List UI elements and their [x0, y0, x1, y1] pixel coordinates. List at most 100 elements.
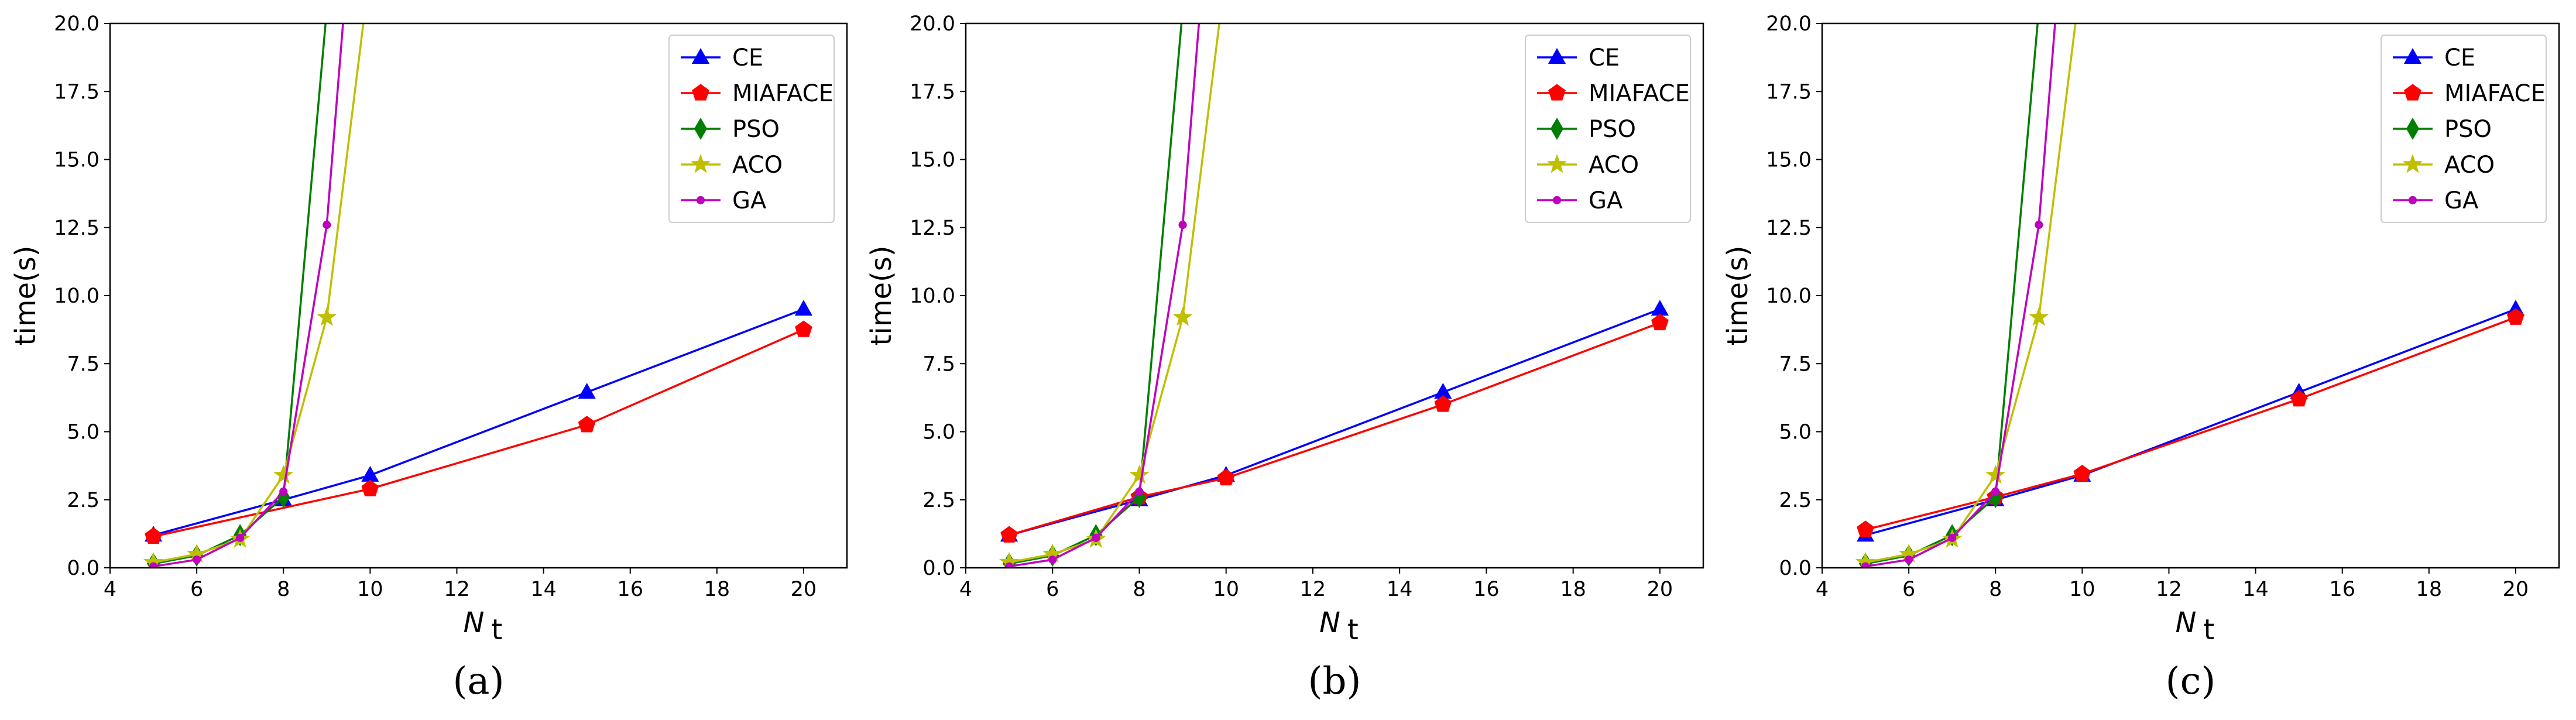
- legend-marker-pso: [694, 118, 708, 140]
- x-tick-label: 14: [1387, 578, 1413, 601]
- legend-box: [1525, 35, 1691, 223]
- y-tick-label: 15.0: [910, 149, 955, 172]
- legend-marker-aco: [690, 154, 711, 173]
- legend-label-aco: ACO: [2444, 152, 2495, 179]
- y-tick-label: 15.0: [1766, 149, 1812, 172]
- y-tick-label: 12.5: [54, 217, 100, 240]
- x-tick-label: 8: [277, 578, 290, 601]
- x-tick-label: 6: [1902, 578, 1915, 601]
- data-point-aco: [2029, 307, 2049, 326]
- chart-panel-3: 4 6 8 10 12 14 16 18 20 0.0 2.5 5.0 7.5 10.0 12.5 15.0 1…: [1721, 12, 2560, 703]
- legend-label-pso: PSO: [1589, 116, 1636, 143]
- x-tick-label: 20: [2503, 578, 2529, 601]
- data-point-ga: [1135, 487, 1144, 496]
- y-tick-label: 7.5: [1779, 352, 1812, 376]
- series-line-ga: [1009, 23, 1200, 568]
- legend-box: [668, 35, 835, 223]
- x-axis-label: N: [1319, 606, 1340, 639]
- data-point-miaface: [2073, 464, 2091, 482]
- legend: CE MIAFACE PSO ACO GA: [2381, 35, 2547, 223]
- x-tick-label: 8: [1989, 578, 2002, 601]
- legend-label-miaface: MIAFACE: [732, 80, 833, 107]
- x-axis-label: N: [2176, 606, 2197, 639]
- y-tick-label: 20.0: [910, 12, 955, 36]
- series-line-ce: [1865, 308, 2516, 536]
- series-line-ga: [1865, 23, 2056, 568]
- data-point-ga: [2035, 221, 2043, 229]
- x-tick-label: 12: [2156, 578, 2182, 601]
- series-layer: [143, 23, 813, 568]
- legend-marker-ga: [696, 196, 705, 205]
- data-point-miaface: [145, 527, 162, 544]
- y-tick-label: 5.0: [1779, 421, 1812, 444]
- data-point-ce: [578, 383, 596, 399]
- data-point-ga: [1092, 533, 1100, 542]
- x-tick-label: 18: [2416, 578, 2443, 601]
- data-point-miaface: [1651, 313, 1669, 331]
- y-tick-label: 7.5: [67, 352, 100, 376]
- x-tick-label: 4: [104, 578, 116, 601]
- y-tick-label: 0.0: [1779, 557, 1812, 580]
- legend-label-pso: PSO: [2444, 116, 2492, 143]
- x-tick-label: 12: [1300, 578, 1326, 601]
- x-tick-label: 20: [1647, 578, 1673, 601]
- legend-marker-pso: [1550, 118, 1564, 140]
- x-tick-label: 6: [1046, 578, 1059, 601]
- data-point-ga: [323, 221, 331, 229]
- series-line-miaface: [1009, 321, 1661, 536]
- legend-label-ce: CE: [732, 44, 763, 71]
- y-tick-label: 7.5: [922, 352, 955, 376]
- x-tick-label: 4: [1816, 578, 1829, 601]
- data-point-ga: [1991, 487, 2000, 496]
- data-point-ga: [1178, 221, 1187, 229]
- legend-label-aco: ACO: [1589, 152, 1639, 179]
- data-point-ga: [1005, 562, 1014, 568]
- data-point-miaface: [2290, 390, 2308, 407]
- y-tick-label: 17.5: [910, 80, 955, 104]
- series-layer: [999, 23, 1669, 568]
- x-tick-label: 10: [1213, 578, 1239, 601]
- x-tick-label: 10: [2069, 578, 2095, 601]
- data-point-miaface: [1217, 468, 1235, 486]
- data-point-ce: [794, 300, 813, 316]
- data-point-ga: [1861, 562, 1870, 568]
- legend-label-aco: ACO: [732, 152, 783, 179]
- y-tick-label: 17.5: [1766, 80, 1812, 104]
- series-line-miaface: [153, 328, 804, 538]
- y-tick-label: 17.5: [54, 80, 100, 104]
- series-line-aco: [1009, 23, 1220, 564]
- data-point-miaface: [2507, 308, 2524, 325]
- legend-label-ga: GA: [732, 187, 767, 214]
- x-axis-label-subscript: t: [492, 613, 503, 646]
- data-point-ga: [193, 555, 201, 564]
- legend-marker-miaface: [692, 84, 709, 101]
- legend: CE MIAFACE PSO ACO GA: [1525, 35, 1691, 223]
- x-tick-label: 10: [357, 578, 383, 601]
- legend-label-ga: GA: [2444, 187, 2479, 214]
- y-tick-label: 2.5: [922, 489, 955, 512]
- legend-marker-miaface: [2404, 84, 2421, 101]
- legend-marker-ga: [1552, 196, 1562, 205]
- series-line-ce: [1009, 308, 1661, 536]
- data-point-ga: [1948, 533, 1957, 542]
- data-point-ga: [236, 533, 245, 542]
- legend: CE MIAFACE PSO ACO GA: [668, 35, 835, 223]
- data-point-miaface: [1857, 520, 1874, 537]
- x-tick-label: 16: [1473, 578, 1500, 601]
- data-point-miaface: [1000, 526, 1018, 543]
- data-point-aco: [273, 464, 294, 484]
- series-layer: [1855, 23, 2525, 568]
- legend-label-ce: CE: [1589, 44, 1620, 71]
- y-tick-label: 10.0: [54, 284, 100, 308]
- data-point-ga: [1905, 555, 1913, 564]
- series-line-aco: [153, 23, 365, 564]
- y-tick-label: 15.0: [54, 149, 100, 172]
- data-point-aco: [1172, 307, 1193, 326]
- panel-caption: (b): [1308, 660, 1361, 703]
- legend-marker-aco: [2402, 154, 2423, 173]
- y-tick-label: 5.0: [922, 421, 955, 444]
- legend-marker-ce: [691, 47, 710, 64]
- data-point-miaface: [795, 320, 812, 337]
- x-tick-label: 16: [2329, 578, 2355, 601]
- x-tick-label: 18: [704, 578, 730, 601]
